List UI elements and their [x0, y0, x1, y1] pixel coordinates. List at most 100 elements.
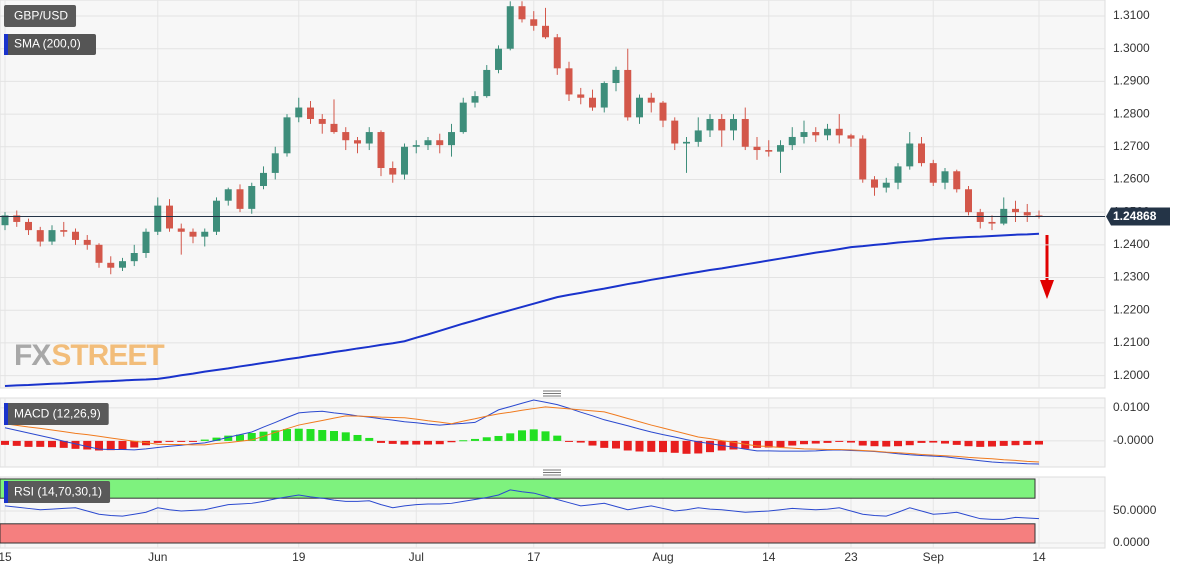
macd-histogram-bar [623, 440, 632, 451]
candle-body [295, 107, 303, 118]
macd-histogram-bar [459, 440, 468, 442]
macd-histogram-bar [588, 440, 597, 446]
panel-resize-handle[interactable] [543, 469, 561, 476]
candle-body [683, 141, 690, 144]
macd-histogram-bar [330, 431, 338, 441]
y-tick-label: 50.0000 [1113, 503, 1157, 517]
macd-histogram-bar [600, 440, 609, 448]
macd-histogram-bar [200, 439, 209, 441]
macd-histogram-bar [353, 434, 362, 441]
candle-body [83, 239, 91, 245]
macd-histogram-bar [247, 432, 256, 441]
candle-body [330, 123, 338, 133]
candle-body [894, 166, 902, 183]
candle-body [824, 128, 831, 136]
candle-body [271, 153, 279, 173]
candle-body [777, 145, 784, 152]
macd-histogram-bar [670, 440, 679, 453]
macd-histogram-bar [694, 440, 703, 454]
x-tick-label: 14 [762, 550, 776, 564]
y-tick-label: 1.3000 [1113, 41, 1150, 55]
candle-body [201, 231, 209, 237]
candle-body [389, 168, 397, 175]
macd-histogram-bar [882, 440, 891, 447]
y-tick-label: 0.0100 [1113, 400, 1150, 414]
x-tick-label: Aug [652, 550, 673, 564]
candle-body [859, 138, 867, 180]
macd-histogram-bar [341, 432, 350, 441]
candle-body [177, 228, 185, 232]
macd-histogram-bar [529, 429, 538, 441]
macd-histogram-bar [788, 440, 797, 446]
candle-body [565, 68, 573, 95]
macd-histogram-bar [36, 440, 45, 447]
macd-histogram-bar [1035, 440, 1043, 445]
macd-histogram-bar [412, 440, 421, 445]
candle-body [636, 97, 643, 118]
candle-body [483, 69, 491, 97]
candle-body [506, 6, 514, 49]
candle-body [624, 69, 632, 118]
macd-histogram-bar [435, 440, 444, 445]
y-tick-label: 1.2400 [1113, 237, 1150, 251]
candle-body [459, 102, 467, 133]
candle-body [342, 132, 350, 141]
candle-body [307, 107, 314, 119]
macd-histogram-bar [377, 440, 385, 443]
macd-histogram-bar [400, 440, 409, 445]
macd-histogram-bar [565, 440, 573, 442]
y-tick-label: 1.2000 [1113, 368, 1150, 382]
candle-body [765, 150, 773, 152]
candle-body [48, 230, 56, 242]
candle-body [424, 140, 432, 146]
macd-histogram-bar [130, 440, 139, 448]
macd-histogram-bar [905, 440, 914, 446]
macd-histogram-bar [388, 440, 397, 444]
macd-histogram-bar [153, 440, 162, 443]
x-tick-label: Sep [923, 550, 945, 564]
candle-body [671, 120, 679, 144]
candle-body [318, 118, 326, 124]
candle-body [107, 262, 115, 268]
macd-histogram-bar [494, 435, 503, 441]
y-tick-label: 0.0000 [1113, 535, 1150, 549]
x-tick-label: Jul [409, 550, 424, 564]
candle-body [354, 140, 361, 144]
macd-histogram-bar [95, 440, 103, 451]
candle-body [730, 118, 737, 131]
y-tick-label: 1.2100 [1113, 335, 1150, 349]
candle-body [741, 118, 749, 147]
candle-body [1023, 212, 1031, 216]
legend-label: SMA (200,0) [14, 37, 81, 51]
macd-histogram-bar [764, 440, 773, 448]
macd-histogram-bar [800, 440, 808, 445]
macd-histogram-bar [518, 430, 526, 441]
title-box [4, 481, 111, 503]
macd-histogram-bar [835, 440, 844, 442]
candle-body [882, 182, 890, 188]
candle-body [166, 205, 173, 229]
macd-histogram-bar [976, 440, 985, 447]
macd-histogram-bar [212, 437, 221, 441]
macd-histogram-bar [729, 440, 738, 450]
panel-resize-handle[interactable] [543, 390, 561, 397]
candle-body [542, 25, 549, 38]
candle-body [495, 48, 502, 70]
candle-body [1, 215, 9, 226]
chart-title: RSI (14,70,30,1) [14, 485, 102, 499]
macd-histogram-bar [189, 440, 197, 442]
macd-histogram-bar [424, 440, 432, 445]
candle-body [929, 163, 937, 183]
macd-histogram-bar [1023, 440, 1032, 445]
macd-histogram-bar [917, 440, 926, 443]
macd-histogram-bar [24, 440, 33, 447]
candle-body [95, 244, 103, 263]
legend-box [4, 34, 96, 55]
macd-histogram-bar [776, 440, 785, 448]
macd-histogram-bar [283, 429, 291, 441]
candle-body [530, 19, 538, 26]
macd-histogram-bar [612, 440, 620, 449]
sma-line [4, 232, 1040, 388]
macd-histogram-bar [659, 440, 667, 453]
y-tick-label: 1.3100 [1113, 8, 1150, 22]
